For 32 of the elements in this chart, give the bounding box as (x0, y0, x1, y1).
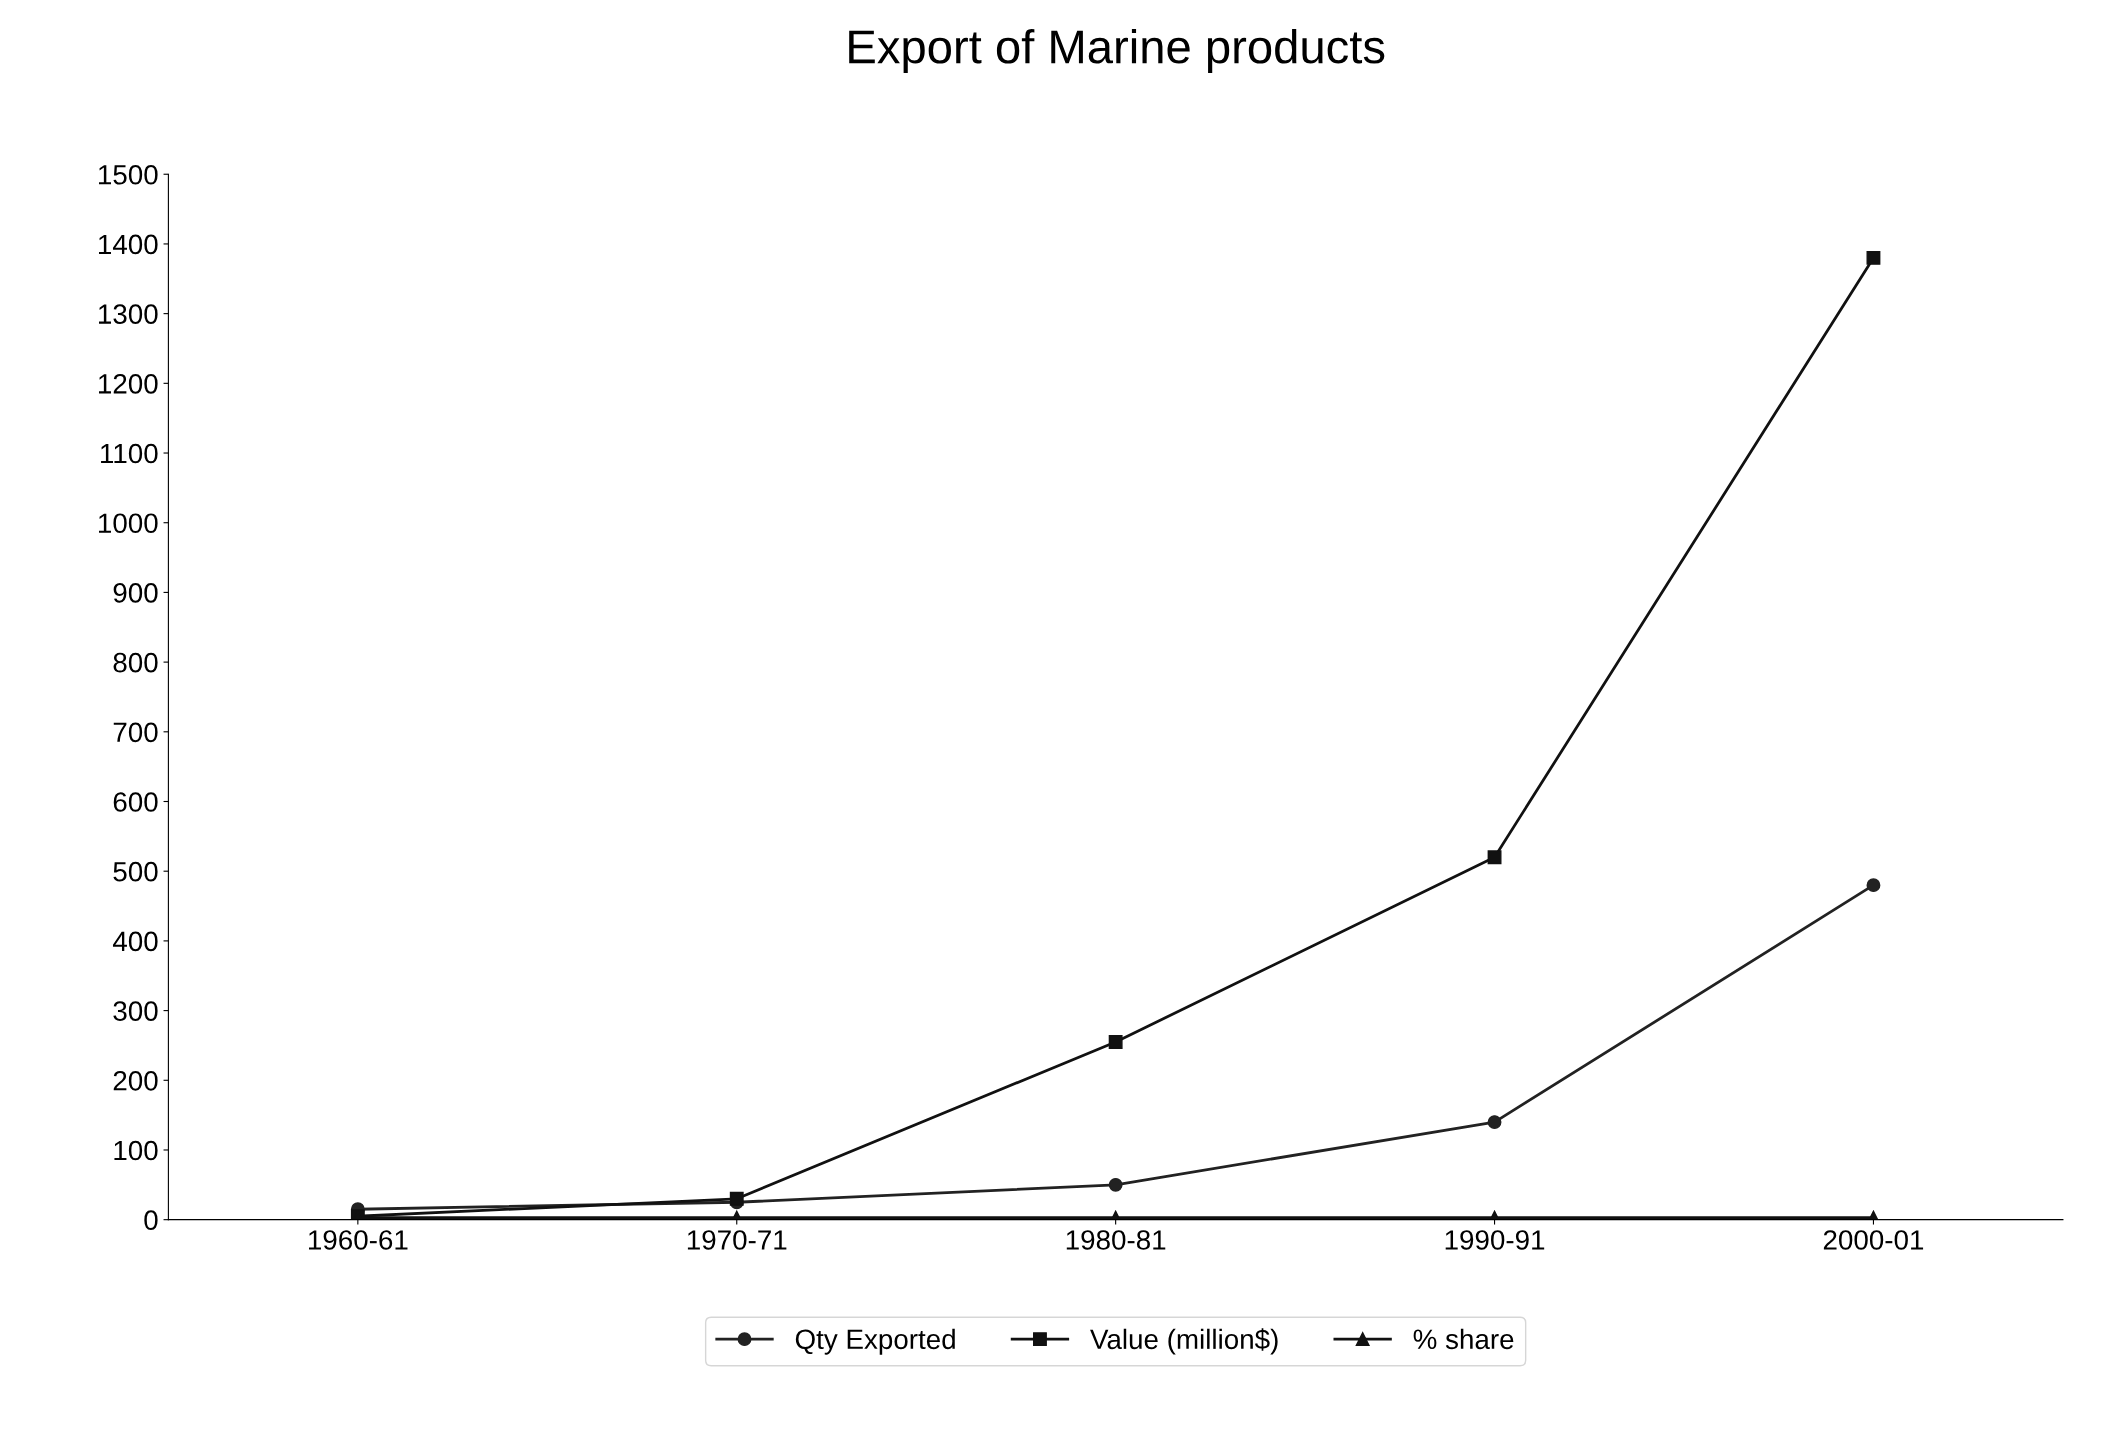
y-tick-label: 700 (113, 722, 158, 743)
y-tick-label: 300 (113, 1001, 158, 1021)
legend-label: % share (1413, 1328, 1514, 1350)
point (1108, 1035, 1123, 1049)
y-tick-label: 800 (113, 652, 158, 673)
x-tick-label: 2000-01 (1823, 1230, 1924, 1250)
y-tick-label: 900 (113, 583, 158, 603)
y-tick-label: 200 (113, 1070, 158, 1091)
point (1108, 1177, 1123, 1192)
point (1866, 878, 1881, 893)
y-tick-label: 1200 (99, 374, 158, 394)
legend-label: Qty Exported (795, 1328, 955, 1355)
x-tick-label: 1970-71 (687, 1230, 787, 1250)
y-tick-label: 1400 (99, 234, 158, 255)
y-tick-label: 0 (144, 1210, 158, 1231)
y-tick-label: 1500 (99, 164, 158, 185)
y-tick-label: 400 (112, 931, 158, 952)
point (1487, 850, 1502, 865)
x-tick-label: 1980-81 (1066, 1230, 1166, 1250)
y-tick-label: 500 (113, 861, 158, 882)
chart-title: Export of Marine products (849, 28, 1385, 73)
point (1866, 250, 1881, 265)
x-tick-label: 1990-91 (1445, 1230, 1545, 1250)
y-tick-label: 1100 (101, 443, 158, 464)
y-tick-label: 1300 (99, 304, 158, 324)
point (729, 1191, 744, 1206)
y-tick-label: 600 (113, 792, 158, 812)
legend-label: Value (million$) (1090, 1328, 1278, 1355)
point (1487, 1115, 1502, 1130)
x-tick-label: 1960-61 (309, 1230, 408, 1250)
y-tick-label: 1000 (99, 513, 158, 534)
y-tick-label: 100 (114, 1140, 158, 1161)
